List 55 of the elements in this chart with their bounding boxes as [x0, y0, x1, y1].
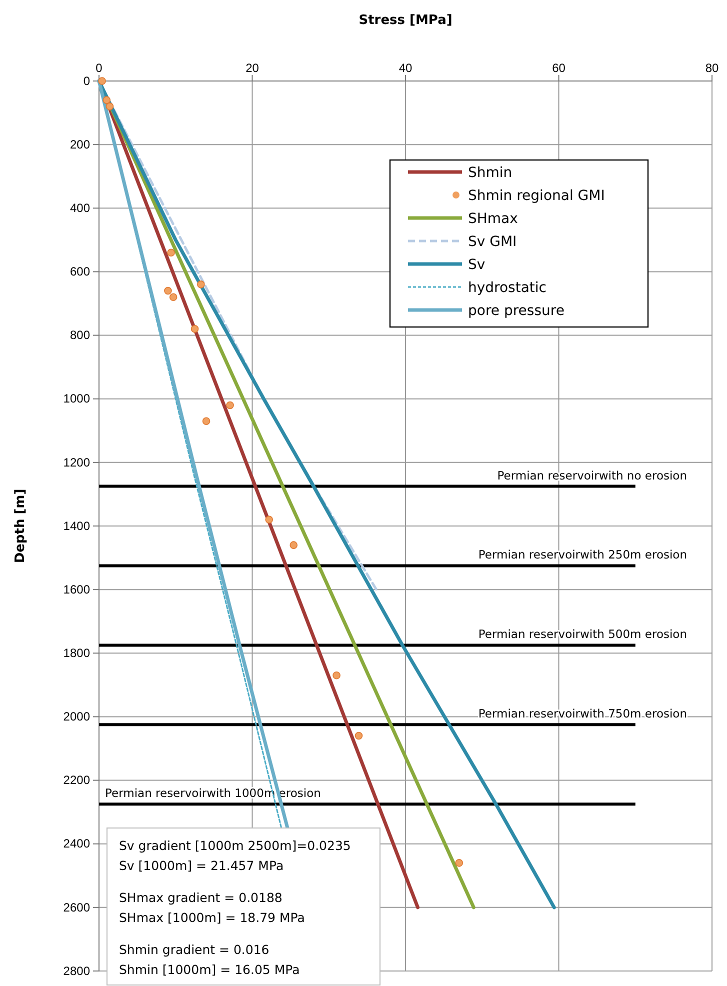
ref-line-label: Permian reservoirwith 1000m erosion	[105, 786, 321, 800]
point	[106, 102, 114, 110]
y-tick-label: 400	[70, 200, 90, 215]
point	[190, 325, 199, 333]
annotation: Sv [1000m] = 21.457 MPa	[119, 858, 284, 873]
annotation: SHmax [1000m] = 18.79 MPa	[119, 910, 305, 925]
annotation: Sv gradient [1000m 2500m]=0.0235	[119, 838, 351, 853]
y-tick-label: 2800	[63, 964, 90, 978]
ref-line-label: Permian reservoirwith no erosion	[497, 468, 687, 482]
y-tick-label: 1200	[63, 455, 90, 470]
point	[169, 293, 178, 302]
legend-label: Sv GMI	[468, 234, 517, 250]
y-tick-label: 800	[70, 328, 90, 342]
y-tick-label: 1400	[63, 518, 90, 533]
x-tick-label: 80	[705, 61, 719, 75]
y-tick-label: 1600	[63, 582, 90, 596]
annotation: Shmin [1000m] = 16.05 MPa	[119, 962, 300, 977]
ref-line-label: Permian reservoirwith 750m erosion	[478, 706, 687, 721]
y-tick-label: 1000	[63, 392, 90, 406]
y-tick-label: 2600	[63, 900, 90, 914]
y-tick-label: 2200	[63, 773, 90, 788]
legend-label: Shmin regional GMI	[468, 188, 605, 204]
y-tick-label: 200	[70, 137, 90, 152]
legend-label: Sv	[468, 257, 486, 273]
x-tick-label: 0	[96, 61, 103, 75]
legend-label: hydrostatic	[468, 280, 546, 296]
ref-line-label: Permian reservoirwith 250m erosion	[478, 548, 687, 562]
point	[226, 401, 234, 410]
point	[354, 732, 363, 740]
x-tick-label: 60	[552, 61, 566, 75]
ref-line-label: Permian reservoirwith 500m erosion	[478, 627, 687, 642]
y-axis-title: Depth [m]	[13, 488, 28, 564]
annotation: SHmax gradient = 0.0188	[119, 890, 282, 905]
y-tick-label: 2000	[63, 710, 90, 724]
y-tick-label: 2400	[63, 836, 90, 851]
legend-label: pore pressure	[468, 303, 564, 319]
annotation: Shmin gradient = 0.016	[119, 942, 270, 957]
legend-label: Shmin	[468, 165, 512, 181]
point	[265, 516, 274, 524]
legend-label: SHmax	[468, 211, 518, 227]
point	[98, 77, 106, 85]
x-tick-label: 20	[246, 61, 260, 75]
x-axis-title: Stress [MPa]	[358, 13, 452, 28]
point	[202, 417, 210, 426]
point	[164, 286, 172, 295]
point	[290, 541, 298, 549]
x-tick-label: 40	[398, 61, 412, 75]
point	[455, 859, 464, 867]
y-tick-label: 0	[83, 74, 90, 88]
point	[332, 671, 340, 680]
point	[167, 248, 175, 257]
point	[102, 96, 111, 104]
y-tick-label: 600	[70, 264, 90, 279]
y-tick-label: 1800	[63, 646, 90, 660]
point	[197, 280, 205, 288]
